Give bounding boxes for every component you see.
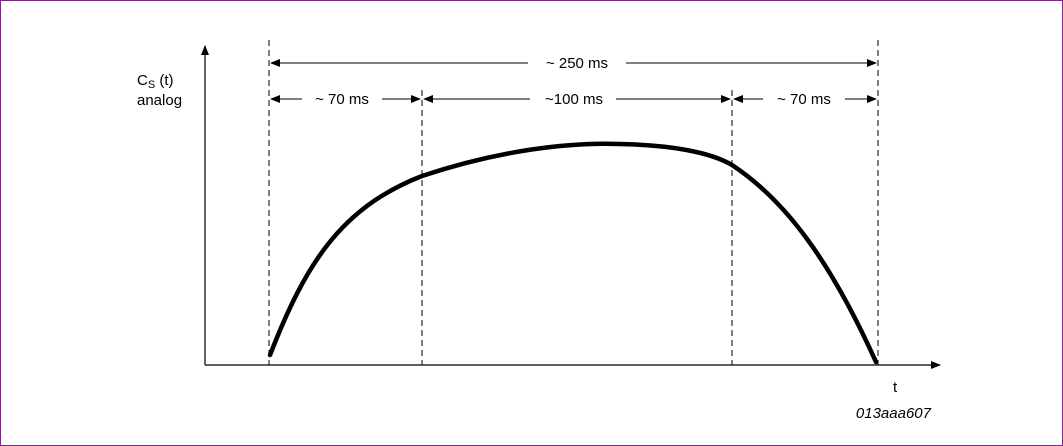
dimension-rise-label: ~ 70 ms [315, 91, 369, 108]
dimension-plateau: ~100 ms [423, 91, 731, 108]
y-axis-symbol: C [137, 72, 148, 89]
x-axis-label: t [893, 379, 898, 396]
dimension-total-label: ~ 250 ms [546, 55, 608, 72]
y-axis-label: CS (t) [137, 72, 174, 91]
dimension-total: ~ 250 ms [270, 55, 877, 72]
y-axis-label-line2: analog [137, 92, 182, 109]
dimension-plateau-label: ~100 ms [545, 91, 603, 108]
figure-id: 013aaa607 [856, 405, 932, 422]
dimension-fall: ~ 70 ms [733, 91, 877, 108]
y-axis-argument: (t) [155, 72, 173, 89]
dimension-fall-label: ~ 70 ms [777, 91, 831, 108]
signal-curve [267, 141, 879, 365]
y-axis-subscript: S [148, 79, 155, 91]
dimension-rise: ~ 70 ms [270, 91, 421, 108]
